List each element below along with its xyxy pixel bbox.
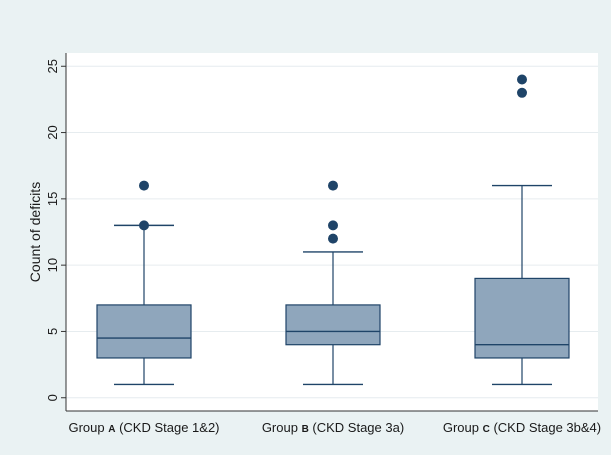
y-tick-label: 5 [45,328,60,335]
x-tick-label-part: (CKD Stage 1&2) [115,420,219,435]
x-tick-label-part: Group [262,420,302,435]
outlier-point [517,74,527,85]
boxes [96,74,570,386]
outlier-point [328,233,338,244]
outlier-point [139,180,149,191]
x-tick-label: Group C (CKD Stage 3b&4) [443,420,601,435]
x-tick-label-part: (CKD Stage 3b&4) [490,420,601,435]
y-tick-label: 0 [45,394,60,401]
x-tick-label: Group A (CKD Stage 1&2) [68,420,219,435]
box-group [474,74,570,386]
y-axis-ticks: 0 5 10 15 20 25 [45,59,66,401]
y-tick-label: 20 [45,125,60,139]
iqr-box [285,304,381,346]
y-tick-label: 15 [45,192,60,206]
y-axis-title: Count of deficits [27,182,43,282]
box-group [96,180,192,386]
group-letter: B [302,424,309,435]
x-tick-label-part: (CKD Stage 3a) [309,420,404,435]
x-tick-label-part: Group [443,420,483,435]
outlier-point [517,87,527,98]
x-tick-label-part: Group [68,420,108,435]
y-tick-label: 10 [45,258,60,272]
box-group [285,180,381,386]
outlier-point [139,220,149,231]
outlier-point [328,220,338,231]
x-axis-labels: Group A (CKD Stage 1&2) Group B (CKD Stag… [68,420,601,435]
iqr-box [474,277,570,359]
iqr-box [96,304,192,359]
outlier-point [328,180,338,191]
group-letter: A [108,424,115,435]
y-tick-label: 25 [45,59,60,73]
group-letter: C [483,424,490,435]
x-tick-label: Group B (CKD Stage 3a) [262,420,404,435]
